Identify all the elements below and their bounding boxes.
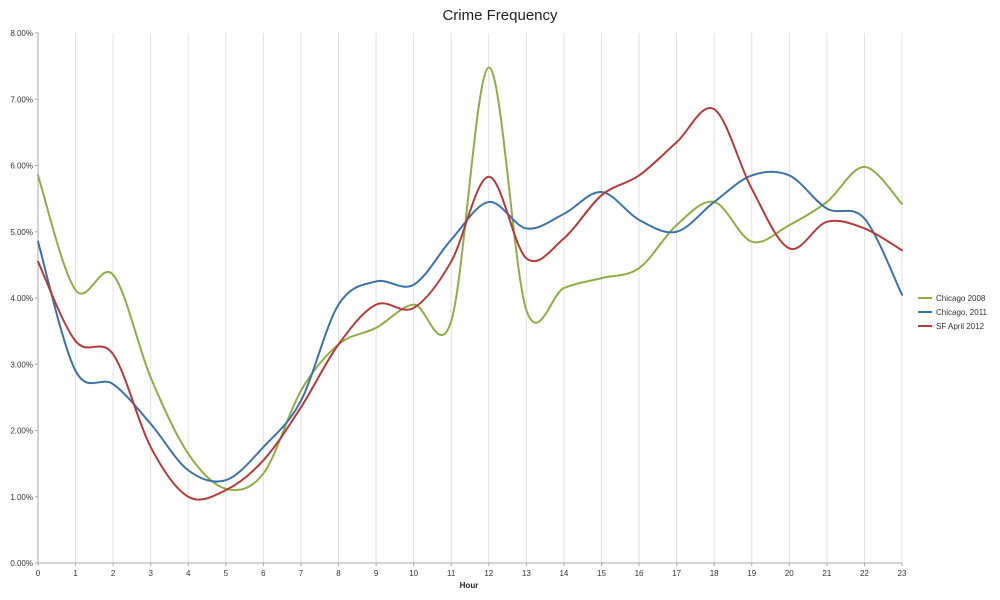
y-tick-label: 0.00%	[10, 559, 33, 568]
x-tick-label: 16	[635, 569, 644, 578]
x-tick-label: 7	[299, 569, 304, 578]
x-tick-label: 3	[148, 569, 153, 578]
x-tick-label: 21	[822, 569, 831, 578]
x-tick-label: 1	[73, 569, 78, 578]
x-tick-label: 22	[860, 569, 869, 578]
x-tick-label: 0	[36, 569, 41, 578]
x-tick-label: 6	[261, 569, 266, 578]
legend-label-chicago-2011: Chicago, 2011	[936, 308, 988, 317]
legend-label-chicago-2008: Chicago 2008	[936, 294, 986, 303]
axes	[35, 32, 903, 566]
x-tick-label: 5	[224, 569, 229, 578]
x-tick-label: 15	[597, 569, 606, 578]
x-tick-label: 8	[336, 569, 341, 578]
x-tick-label: 17	[672, 569, 681, 578]
y-tick-label: 3.00%	[10, 360, 33, 369]
y-tick-label: 4.00%	[10, 294, 33, 303]
series-line-sf-april-2012	[37, 106, 903, 501]
series-lines	[37, 66, 903, 501]
x-tick-label: 4	[186, 569, 191, 578]
tick-labels: 0.00% 1.00% 2.00% 3.00% 4.00% 5.00% 6.00% 7.00%…	[10, 29, 907, 578]
x-tick-label: 19	[747, 569, 756, 578]
y-tick-label: 2.00%	[10, 427, 33, 436]
series-line-chicago-2008	[37, 66, 903, 492]
y-tick-label: 1.00%	[10, 493, 33, 502]
chart-title: Crime Frequency	[442, 7, 558, 24]
grid-lines	[75, 33, 903, 563]
y-tick-label: 5.00%	[10, 228, 33, 237]
x-tick-label: 9	[374, 569, 379, 578]
x-tick-label: 2	[111, 569, 116, 578]
x-tick-label: 18	[710, 569, 719, 578]
y-tick-label: 7.00%	[10, 95, 33, 104]
x-tick-label: 20	[785, 569, 794, 578]
x-tick-label: 14	[559, 569, 568, 578]
y-tick-label: 8.00%	[10, 29, 33, 38]
legend-label-sf-april-2012: SF April 2012	[936, 322, 985, 331]
x-tick-label: 11	[447, 569, 456, 578]
x-tick-label: 12	[484, 569, 493, 578]
legend: Chicago 2008 Chicago, 2011 SF April 2012	[918, 294, 988, 331]
x-tick-label: 13	[522, 569, 531, 578]
x-axis-title: Hour	[460, 581, 479, 590]
series-line-chicago-2011	[37, 170, 903, 483]
x-tick-label: 10	[409, 569, 418, 578]
y-tick-label: 6.00%	[10, 162, 33, 171]
x-tick-label: 23	[898, 569, 907, 578]
